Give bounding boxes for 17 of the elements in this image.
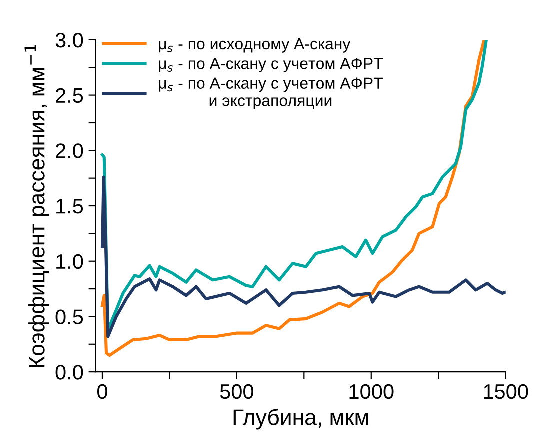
x-axis-title: Глубина, мкм (234, 408, 368, 430)
y-tick-label: 1.0 (56, 254, 84, 270)
y-tick-label: 1.5 (56, 199, 84, 214)
legend-label: μ$_{s}$ - по А-скану с учетом АФРТ и экстраполяции (159, 78, 383, 110)
y-tick-label: 3.0 (56, 32, 84, 48)
x-tick-label: 1500 (484, 384, 528, 400)
x-tick-label: 1000 (350, 384, 394, 400)
text: 0.0 (56, 365, 84, 380)
x-tick-label: 500 (220, 384, 254, 400)
y-tick-label: 2.0 (56, 144, 84, 158)
line-series (100, 176, 506, 338)
y-axis-title: Коэффициент рассеяния, мм$^{−1}$ (24, 44, 50, 368)
x-tick-label: 0 (98, 384, 108, 400)
legend-label: μ$_{s}$ - по А-скану с учетом АФРТ (159, 58, 383, 72)
y-tick-label: 2.5 (56, 88, 84, 104)
y-tick-label: 0.5 (56, 310, 84, 324)
legend-label: μ$_{s}$ - по исходному А-скану (159, 38, 351, 53)
